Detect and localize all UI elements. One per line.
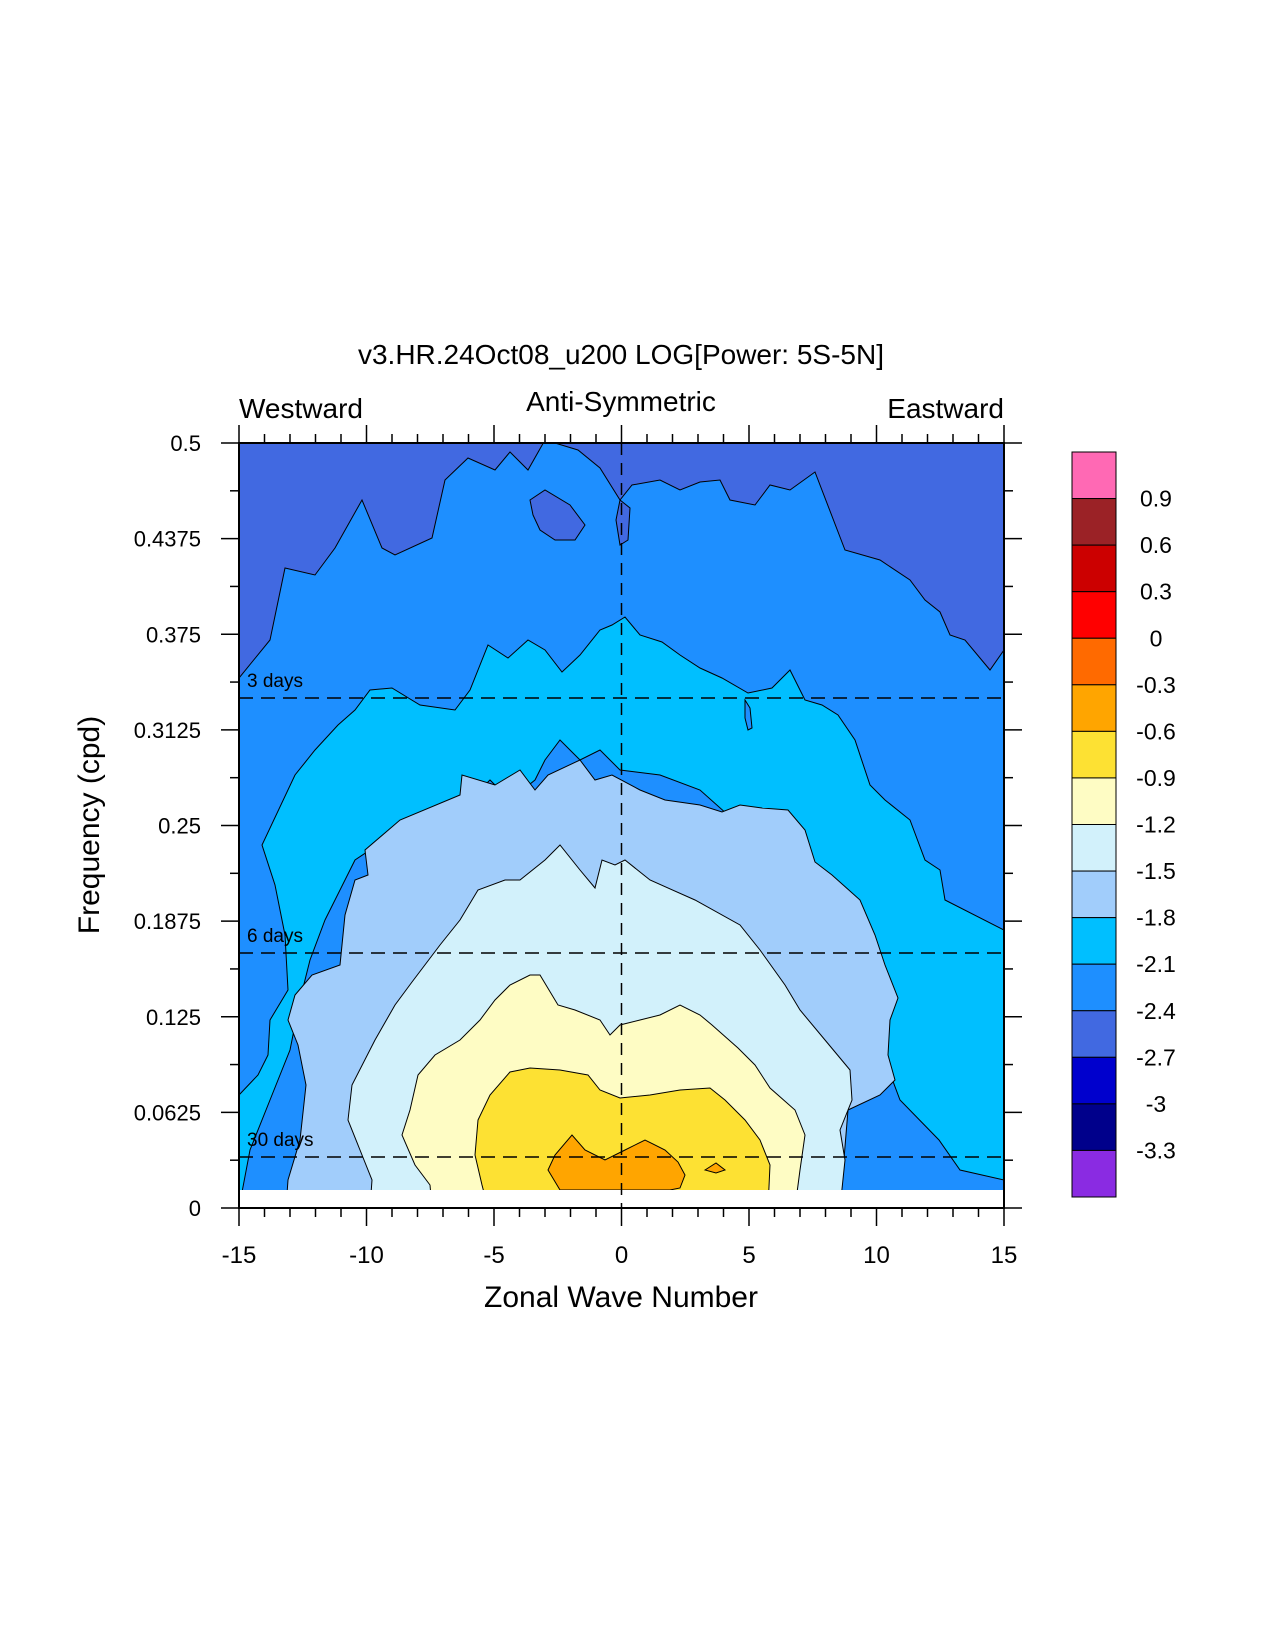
contour-fill-minus-0-6	[547, 1134, 686, 1191]
plot-bottom-gap	[239, 1190, 1004, 1208]
y-tick-label: 0.1875	[134, 909, 201, 934]
colorbar-box	[1071, 1056, 1117, 1105]
y-tick-label: 0	[189, 1196, 201, 1221]
colorbar-label: -3	[1146, 1091, 1166, 1117]
colorbar-box	[1071, 591, 1117, 639]
x-tick-label: 15	[991, 1242, 1018, 1269]
y-tick-label: 0.125	[146, 1005, 201, 1030]
colorbar-label: -2.4	[1136, 998, 1176, 1024]
colorbar-box	[1071, 917, 1117, 965]
colorbar-box	[1071, 777, 1117, 825]
colorbar-label: 0.6	[1140, 532, 1172, 558]
colorbar-box	[1071, 870, 1117, 919]
colorbar-label: -3.3	[1136, 1137, 1176, 1163]
x-tick-label: 10	[863, 1242, 890, 1269]
subtitle-eastward: Eastward	[887, 393, 1004, 424]
reference-line-label: 30 days	[247, 1130, 314, 1151]
colorbar-label: -0.9	[1136, 765, 1176, 791]
y-tick-label: 0.25	[158, 814, 201, 839]
colorbar-box	[1071, 1010, 1117, 1058]
colorbar-box	[1071, 963, 1117, 1012]
contour-fill-minus-2-7-island	[529, 489, 586, 541]
axes: -15 -10 -5 0 5 10 15 0 0.0625 0.125 0.1875 0.25 0.31…	[134, 425, 1022, 1269]
x-tick-label: 5	[742, 1242, 755, 1269]
x-tick-label: -5	[483, 1242, 504, 1269]
colorbar-label: -1.2	[1136, 812, 1176, 838]
colorbar-label: 0.9	[1140, 486, 1172, 512]
contour-fill-minus-2-4-tail	[744, 698, 753, 731]
contour-fill-minus-0-6-small	[703, 1162, 727, 1174]
subtitle-westward: Westward	[239, 393, 363, 424]
colorbar-box	[1071, 544, 1117, 593]
colorbar-box	[1071, 637, 1117, 686]
reference-line-label: 6 days	[247, 926, 303, 947]
colorbar-label: -1.5	[1136, 858, 1176, 884]
colorbar-label: -1.8	[1136, 905, 1176, 931]
y-tick-label: 0.0625	[134, 1100, 201, 1125]
colorbar-label: 0.3	[1140, 579, 1172, 605]
colorbar-label: -0.6	[1136, 718, 1176, 744]
reference-line-label: 3 days	[247, 671, 303, 692]
colorbar-box	[1071, 684, 1117, 732]
colorbar-box	[1071, 498, 1117, 546]
colorbar-label: 0	[1150, 625, 1163, 651]
y-tick-label: 0.5	[170, 431, 201, 456]
colorbar-box	[1071, 824, 1117, 872]
y-tick-label: 0.375	[146, 622, 201, 647]
colorbar-label: -2.7	[1136, 1044, 1176, 1070]
colorbar: 0.9 0.6 0.3 0 -0.3 -0.6 -0.9 -1.2 -1.5 -1.8 -2.1 -2…	[1071, 451, 1176, 1198]
x-tick-label: -10	[349, 1242, 384, 1269]
colorbar-label: -0.3	[1136, 672, 1176, 698]
contour-fill-minus-0-9	[474, 1067, 771, 1208]
subtitle-anti-symmetric: Anti-Symmetric	[526, 386, 716, 417]
colorbar-box	[1071, 451, 1117, 500]
contour-fill-minus-2-7-spike	[615, 499, 631, 546]
y-tick-label: 0.4375	[134, 527, 201, 552]
colorbar-box	[1071, 1103, 1117, 1151]
x-tick-label: -15	[222, 1242, 257, 1269]
y-axis-label: Frequency (cpd)	[73, 716, 106, 934]
x-tick-label: 0	[615, 1242, 628, 1269]
x-axis-label: Zonal Wave Number	[484, 1281, 758, 1314]
y-tick-label: 0.3125	[134, 718, 201, 743]
colorbar-box	[1071, 1149, 1117, 1198]
chart-title: v3.HR.24Oct08_u200 LOG[Power: 5S-5N]	[358, 339, 884, 370]
colorbar-label: -2.1	[1136, 951, 1176, 977]
colorbar-box	[1071, 730, 1117, 779]
